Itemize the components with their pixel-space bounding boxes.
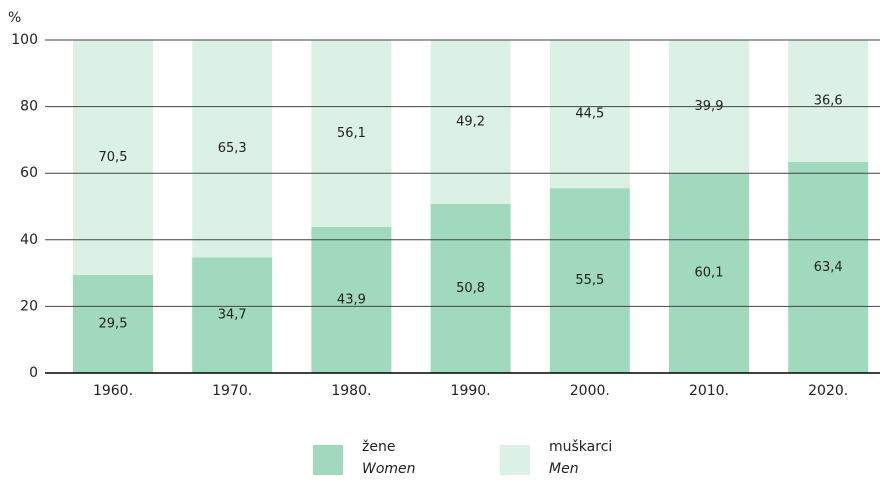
- x-tick-label: 1960.: [93, 383, 133, 399]
- bar-segment: [788, 161, 869, 373]
- x-tick-label: 2000.: [570, 383, 610, 399]
- bar-segment: [73, 40, 153, 275]
- y-tick-label: 60: [20, 165, 38, 181]
- value-label: 43,9: [337, 292, 366, 307]
- legend-label-en: Men: [549, 461, 579, 477]
- value-label: 50,8: [456, 281, 485, 296]
- bar-segment: [192, 257, 273, 373]
- legend-swatch: [500, 445, 530, 475]
- bar-segment: [788, 40, 869, 162]
- value-label: 63,4: [814, 260, 843, 275]
- bar-segment: [669, 172, 749, 373]
- value-label: 60,1: [695, 265, 724, 280]
- value-label: 55,5: [575, 273, 604, 288]
- y-unit: %: [8, 10, 21, 26]
- x-tick-label: 2020.: [808, 383, 848, 399]
- value-label: 29,5: [99, 316, 128, 331]
- y-tick-label: 0: [29, 365, 38, 381]
- bar-segment: [430, 203, 511, 373]
- x-tick-label: 1980.: [331, 383, 371, 399]
- bar-segment: [311, 40, 392, 227]
- x-tick-label: 1970.: [212, 383, 252, 399]
- x-tick-label: 1990.: [451, 383, 491, 399]
- legend-label: muškarci: [549, 439, 612, 455]
- bar-segment: [549, 40, 630, 189]
- y-tick-label: 80: [20, 99, 38, 115]
- y-tick-label: 20: [20, 298, 38, 314]
- bar-segment: [192, 40, 273, 258]
- value-label: 44,5: [575, 107, 604, 122]
- legend-label: žene: [362, 439, 395, 455]
- bar-segment: [311, 226, 392, 373]
- bar-segment: [549, 188, 630, 373]
- value-label: 49,2: [456, 114, 485, 129]
- y-tick-label: 40: [20, 232, 38, 248]
- legend-swatch: [313, 445, 343, 475]
- legend-label-en: Women: [362, 461, 416, 477]
- value-label: 56,1: [337, 126, 366, 141]
- value-label: 65,3: [218, 141, 247, 156]
- bar-segment: [73, 274, 153, 373]
- value-label: 70,5: [99, 150, 128, 165]
- value-label: 36,6: [814, 93, 843, 108]
- y-tick-label: 100: [11, 32, 38, 48]
- value-label: 34,7: [218, 308, 247, 323]
- x-tick-label: 2010.: [689, 383, 729, 399]
- bar-segment: [430, 40, 511, 204]
